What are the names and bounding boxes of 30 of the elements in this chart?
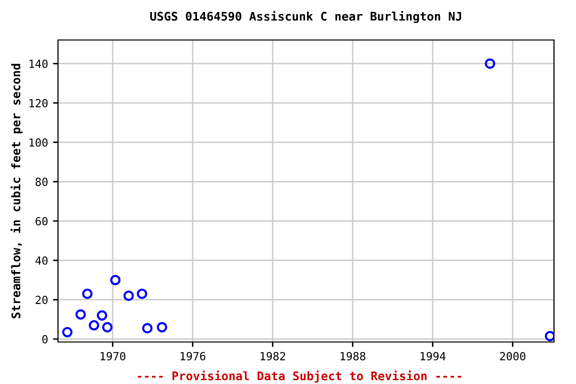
point — [136, 288, 148, 300]
x-tick-label: 2000 — [500, 352, 526, 360]
x-tick-label: 1976 — [180, 352, 206, 360]
y-tick-label: 40 — [35, 256, 48, 265]
point — [110, 274, 121, 286]
point — [96, 310, 108, 321]
chart-title: USGS 01464590 Assiscunk C near Burlington NJ — [150, 10, 462, 23]
point — [62, 326, 73, 338]
x-tick-label: 1982 — [260, 352, 286, 360]
point — [156, 322, 168, 332]
y-tick-label: 100 — [30, 138, 48, 147]
y-tick-label: 60 — [36, 217, 48, 226]
point — [142, 323, 153, 334]
point — [484, 58, 496, 69]
point — [88, 320, 100, 330]
point — [123, 290, 134, 301]
point — [82, 288, 93, 300]
y-tick-label: 20 — [36, 296, 48, 304]
y-axis-title: Streamflow, in cubic feet per second — [10, 64, 23, 318]
y-tick-label: 120 — [30, 98, 48, 108]
y-tick-label: 140 — [30, 60, 48, 68]
point — [544, 330, 554, 342]
x-tick-label: 1970 — [100, 352, 126, 360]
text: ---- Provisional Data Subject to Revision ---- — [138, 370, 462, 383]
x-tick-label: 1988 — [340, 352, 366, 360]
point — [102, 322, 113, 332]
point — [75, 309, 86, 320]
x-tick-label: 1994 — [420, 352, 446, 360]
y-tick-label: 0 — [42, 335, 48, 344]
y-tick-label: 80 — [36, 178, 48, 186]
